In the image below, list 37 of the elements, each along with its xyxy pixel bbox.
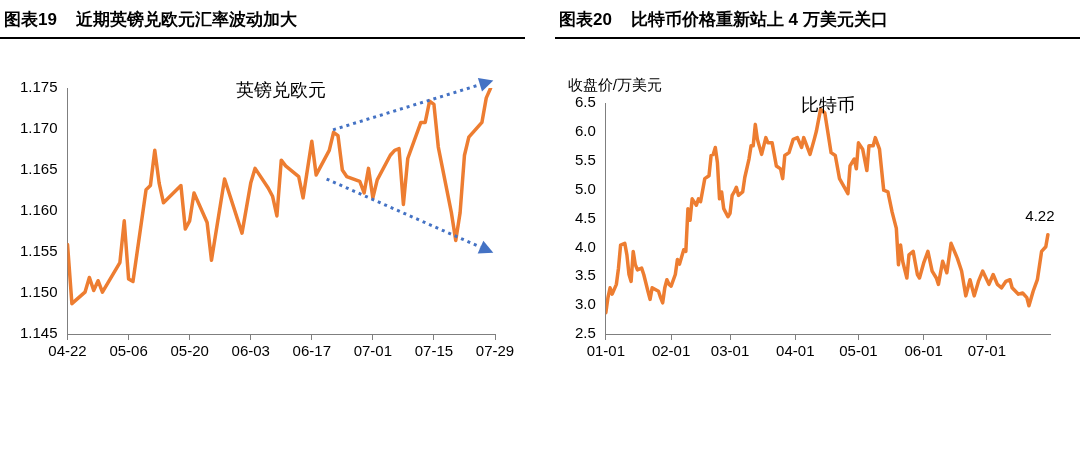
x-tick-label: 04-22 [48, 342, 87, 360]
y-tick-label: 1.165 [19, 160, 58, 178]
y-axis-title: 收盘价/万美元 [567, 75, 663, 93]
x-tick-label: 05-06 [109, 342, 148, 360]
y-tick-label: 4.5 [574, 208, 596, 226]
y-tick-label: 1.145 [19, 324, 58, 342]
chart-title: 图表20 比特币价格重新站上 4 万美元关口 [555, 2, 1080, 39]
chart-subtitle: 比特币 [800, 94, 855, 115]
x-tick-label: 06-17 [292, 342, 331, 360]
y-tick-label: 4.0 [574, 237, 596, 255]
x-tick-label: 06-03 [231, 342, 270, 360]
y-tick-label: 5.0 [574, 179, 596, 197]
x-tick-label: 07-01 [967, 342, 1007, 360]
y-tick-label: 2.5 [574, 324, 596, 342]
x-tick-label: 02-01 [651, 342, 691, 360]
y-tick-label: 1.155 [19, 242, 58, 260]
x-tick-label: 07-15 [414, 342, 454, 360]
chart-title: 图表19 近期英镑兑欧元汇率波动加大 [0, 2, 525, 39]
chart-subtitle: 英镑兑欧元 [236, 79, 327, 100]
annotation: 4.22 [1025, 207, 1055, 225]
x-tick-label: 04-01 [776, 342, 815, 360]
y-tick-label: 3.0 [574, 295, 596, 313]
x-tick-label: 05-01 [839, 342, 878, 360]
x-tick-label: 07-01 [353, 342, 393, 360]
y-tick-label: 5.5 [574, 150, 596, 168]
y-tick-label: 1.160 [19, 201, 58, 219]
y-tick-label: 6.5 [574, 93, 596, 111]
x-tick-label: 05-20 [170, 342, 209, 360]
x-tick-label: 06-01 [904, 342, 943, 360]
y-tick-label: 3.5 [574, 266, 596, 284]
y-tick-label: 1.170 [19, 119, 58, 137]
y-tick-label: 1.150 [19, 283, 58, 301]
y-tick-label: 1.175 [19, 78, 58, 96]
x-tick-label: 07-29 [475, 342, 515, 360]
x-tick-label: 01-01 [586, 342, 626, 360]
y-tick-label: 6.0 [574, 122, 596, 140]
x-tick-label: 03-01 [710, 342, 750, 360]
